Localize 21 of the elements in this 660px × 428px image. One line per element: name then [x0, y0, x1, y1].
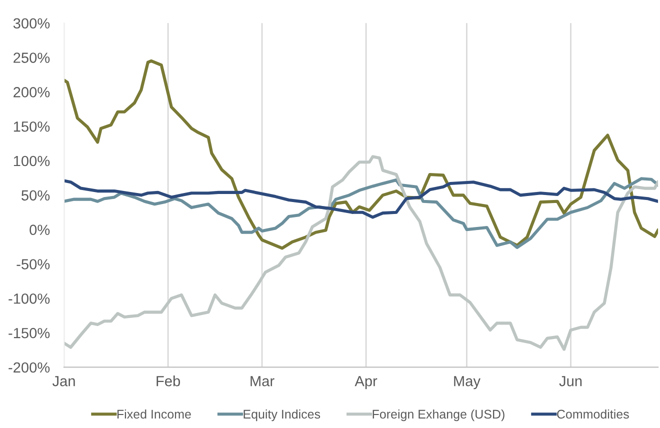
x-tick-label: Feb: [156, 376, 180, 386]
y-tick-label: -100%: [8, 294, 50, 304]
x-tick-label: Jan: [52, 376, 75, 386]
legend-label: Equity Indices: [244, 409, 320, 422]
y-tick-label: 300%: [13, 18, 50, 29]
y-tick-label: 0%: [30, 224, 50, 236]
y-tick-label: 150%: [14, 121, 50, 132]
x-tick-label: Mar: [250, 376, 274, 386]
y-tick-label: 250%: [14, 52, 50, 63]
y-tick-label: 50%: [22, 190, 50, 201]
legend-label: Foreign Exhange (USD): [372, 409, 504, 422]
x-tick-label: Apr: [354, 376, 378, 390]
y-tick-label: -50%: [16, 259, 50, 270]
y-tick-label: -200%: [8, 362, 50, 373]
legend-label: Fixed Income: [117, 409, 191, 419]
x-tick-label: Jun: [559, 376, 582, 386]
y-tick-label: -150%: [8, 328, 50, 338]
y-tick-label: 100%: [14, 156, 50, 166]
x-tick-label: May: [454, 376, 480, 390]
y-tick-label: 200%: [14, 87, 50, 98]
legend-label: Commodities: [557, 409, 629, 419]
